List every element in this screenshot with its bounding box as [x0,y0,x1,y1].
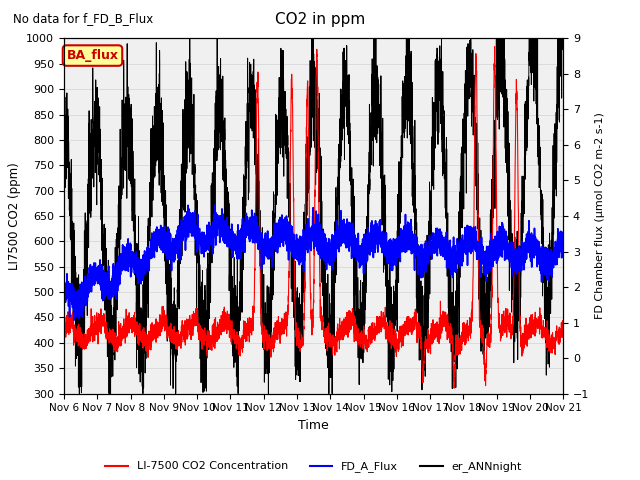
Text: No data for f_FD_B_Flux: No data for f_FD_B_Flux [13,12,153,25]
X-axis label: Time: Time [298,419,329,432]
Text: CO2 in ppm: CO2 in ppm [275,12,365,27]
Legend: LI-7500 CO2 Concentration, FD_A_Flux, er_ANNnight: LI-7500 CO2 Concentration, FD_A_Flux, er… [101,457,526,477]
Y-axis label: FD Chamber flux (μmol CO2 m-2 s-1): FD Chamber flux (μmol CO2 m-2 s-1) [595,113,605,319]
Text: BA_flux: BA_flux [67,49,118,62]
Y-axis label: LI7500 CO2 (ppm): LI7500 CO2 (ppm) [8,162,20,270]
